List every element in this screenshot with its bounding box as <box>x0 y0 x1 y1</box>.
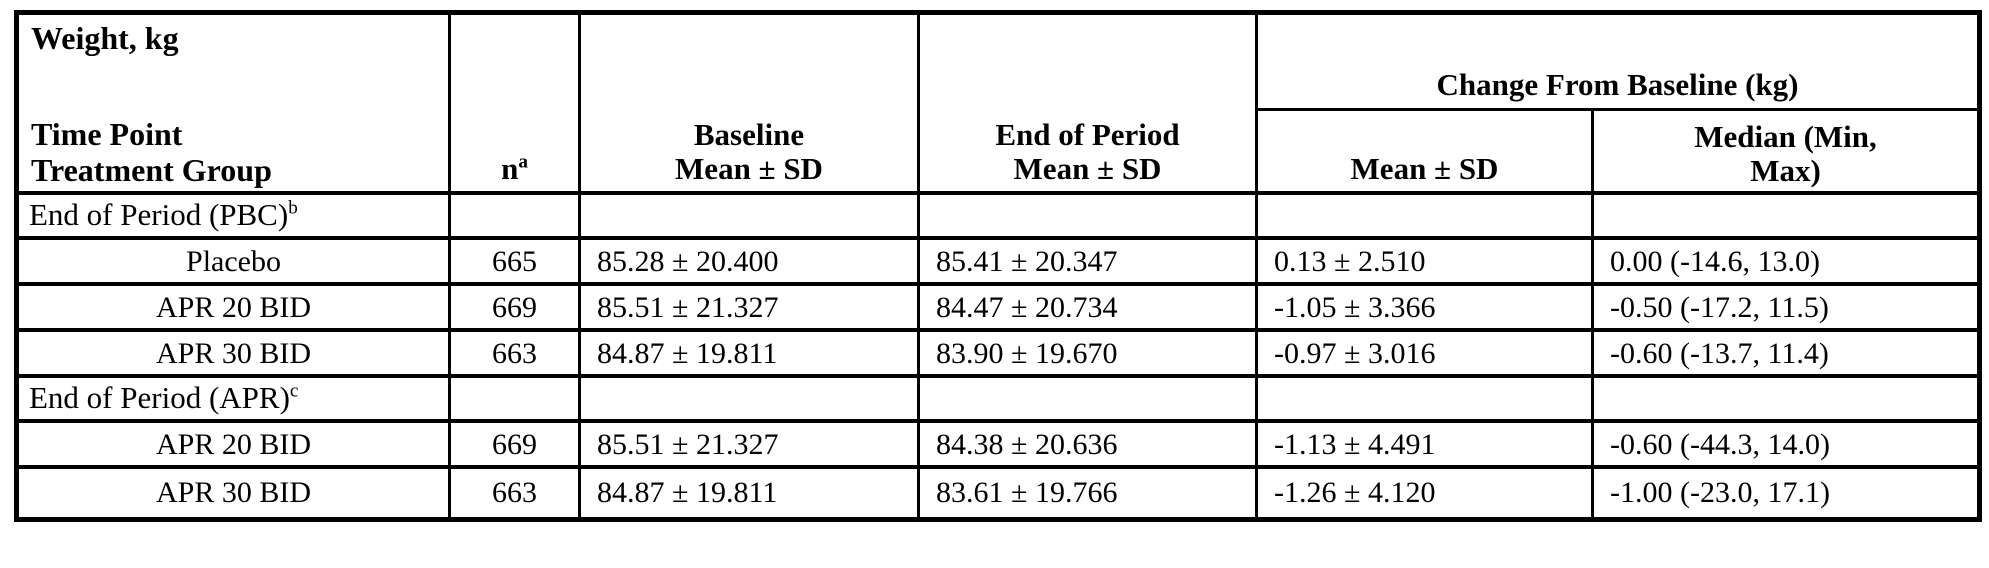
treatment-group-cell: APR 30 BID <box>15 465 451 521</box>
empty-cell <box>578 191 920 240</box>
weight-summary-table-container: Weight, kg Time Point Treatment Group na… <box>14 10 1983 522</box>
header-row-sub: Mean ± SD Median (Min, Max) <box>17 108 1982 195</box>
cfb-median-label: Median (Min, Max) <box>1694 118 1877 189</box>
cfb-median-cell: -0.50 (-17.2, 11.5) <box>1590 282 1982 332</box>
cfb-mean-sd-cell: -1.26 ± 4.120 <box>1255 465 1594 521</box>
cfb-mean-sd-cell: -1.13 ± 4.491 <box>1255 419 1594 469</box>
section-footnote-marker: c <box>289 381 299 403</box>
end-of-period-cell: 83.61 ± 19.766 <box>917 465 1258 521</box>
baseline-cell: 84.87 ± 19.811 <box>578 328 920 378</box>
cfb-median-cell: -1.00 (-23.0, 17.1) <box>1590 465 1982 521</box>
section-row-pbc: End of Period (PBC)b <box>15 191 1982 240</box>
cfb-mean-sd-label: Mean ± SD <box>1350 151 1499 187</box>
n-footnote-marker: a <box>518 151 528 173</box>
n-cell: 663 <box>448 465 581 521</box>
treatment-group-cell: APR 20 BID <box>15 282 451 332</box>
empty-cell <box>1255 191 1594 240</box>
baseline-cell: 85.28 ± 20.400 <box>578 236 920 286</box>
end-of-period-cell: 84.38 ± 20.636 <box>917 419 1258 469</box>
treatment-group-caption: Treatment Group <box>31 152 272 189</box>
cfb-mean-sd-cell: -1.05 ± 3.366 <box>1255 282 1594 332</box>
table-header: Weight, kg Time Point Treatment Group na… <box>15 10 1982 195</box>
end-of-period-cell: 83.90 ± 19.670 <box>917 328 1258 378</box>
n-cell: 669 <box>448 419 581 469</box>
parameter-title: Weight, kg <box>31 20 179 56</box>
cfb-median-cell: -0.60 (-44.3, 14.0) <box>1590 419 1982 469</box>
n-header: na <box>453 151 577 190</box>
empty-cell <box>448 374 581 423</box>
section-label-cell: End of Period (PBC)b <box>15 191 451 240</box>
data-row-apr30-pbc: APR 30 BID 663 84.87 ± 19.811 83.90 ± 19… <box>15 328 1982 378</box>
baseline-header-line1: Baseline <box>693 116 805 152</box>
section-label: End of Period (APR) <box>29 380 290 416</box>
time-point-caption: Time Point <box>31 116 183 153</box>
empty-cell <box>1590 374 1982 423</box>
end-of-period-cell: 85.41 ± 20.347 <box>917 236 1258 286</box>
end-of-period-cell: 84.47 ± 20.734 <box>917 282 1258 332</box>
cfb-mean-sd-cell: -0.97 ± 3.016 <box>1255 328 1594 378</box>
data-row-apr20-apr: APR 20 BID 669 85.51 ± 21.327 84.38 ± 20… <box>15 419 1982 469</box>
treatment-group-cell: Placebo <box>15 236 451 286</box>
baseline-header-line2: Mean ± SD <box>675 151 823 187</box>
end-of-period-header: End of Period Mean ± SD <box>922 116 1254 190</box>
weight-summary-table: Weight, kg Time Point Treatment Group na… <box>14 10 1983 522</box>
treatment-group-cell: APR 30 BID <box>15 328 451 378</box>
section-footnote-marker: b <box>288 198 298 220</box>
header-cell-baseline: Baseline Mean ± SD <box>578 11 920 195</box>
cfb-median-cell: 0.00 (-14.6, 13.0) <box>1590 236 1982 286</box>
n-cell: 665 <box>448 236 581 286</box>
baseline-cell: 84.87 ± 19.811 <box>578 465 920 521</box>
end-of-period-header-line2: Mean ± SD <box>1013 151 1162 187</box>
data-row-placebo: Placebo 665 85.28 ± 20.400 85.41 ± 20.34… <box>15 236 1982 286</box>
data-row-apr20-pbc: APR 20 BID 669 85.51 ± 21.327 84.47 ± 20… <box>15 282 1982 332</box>
empty-cell <box>917 191 1258 240</box>
section-label-cell: End of Period (APR)c <box>15 374 451 423</box>
header-cell-parameter: Weight, kg Time Point Treatment Group <box>15 11 451 195</box>
data-row-apr30-apr: APR 30 BID 663 84.87 ± 19.811 83.61 ± 19… <box>15 465 1982 521</box>
n-cell: 669 <box>448 282 581 332</box>
empty-cell <box>1590 191 1982 240</box>
end-of-period-header-line1: End of Period <box>995 116 1180 152</box>
baseline-header: Baseline Mean ± SD <box>583 116 916 190</box>
header-cell-n: na <box>448 11 581 195</box>
baseline-cell: 85.51 ± 21.327 <box>578 419 920 469</box>
header-cell-cfb-median: Median (Min, Max) <box>1590 108 1982 195</box>
n-cell: 663 <box>448 328 581 378</box>
header-cell-change-from-baseline: Change From Baseline (kg) <box>1254 10 1982 112</box>
header-cell-cfb-mean-sd: Mean ± SD <box>1255 108 1594 195</box>
empty-cell <box>1255 374 1594 423</box>
header-row-top: Weight, kg Time Point Treatment Group na… <box>15 10 1982 195</box>
cfb-mean-sd-cell: 0.13 ± 2.510 <box>1255 236 1594 286</box>
table-body: End of Period (PBC)b Placebo 665 85.28 ±… <box>15 191 1982 521</box>
section-row-apr: End of Period (APR)c <box>15 374 1982 423</box>
empty-cell <box>448 191 581 240</box>
n-label: n <box>501 151 519 187</box>
header-cell-end-of-period: End of Period Mean ± SD <box>917 11 1258 195</box>
row-label-caption: Time Point Treatment Group <box>31 117 436 189</box>
section-label: End of Period (PBC) <box>29 197 289 233</box>
change-from-baseline-title: Change From Baseline (kg) <box>1436 66 1799 102</box>
empty-cell <box>578 374 920 423</box>
parameter-header-block: Weight, kg Time Point Treatment Group <box>20 15 447 190</box>
baseline-cell: 85.51 ± 21.327 <box>578 282 920 332</box>
cfb-median-cell: -0.60 (-13.7, 11.4) <box>1590 328 1982 378</box>
empty-cell <box>917 374 1258 423</box>
treatment-group-cell: APR 20 BID <box>15 419 451 469</box>
